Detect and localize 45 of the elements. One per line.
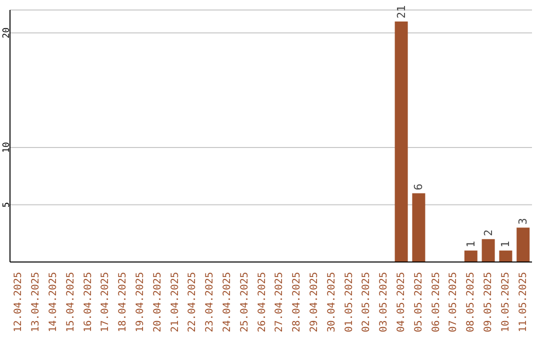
x-tick-label: 29.04.2025 [309, 272, 320, 332]
x-tick-label: 04.05.2025 [396, 272, 407, 332]
y-tick-label: 10 [2, 142, 12, 153]
y-tick-label: 5 [2, 202, 12, 208]
x-tick-label: 16.04.2025 [82, 272, 94, 332]
data-label: 2 [482, 229, 495, 236]
bar [394, 21, 408, 262]
x-tick-label: 11.05.2025 [518, 272, 529, 332]
x-tick-label: 30.04.2025 [326, 272, 338, 332]
x-tick-label: 13.04.2025 [30, 272, 42, 332]
x-tick-label: 10.05.2025 [500, 272, 512, 332]
x-tick-label: 07.05.2025 [448, 272, 460, 332]
bar [412, 193, 426, 262]
x-tick-label: 08.05.2025 [466, 272, 477, 332]
x-tick-label: 23.04.2025 [204, 272, 216, 332]
x-tick-label: 05.05.2025 [413, 272, 424, 332]
x-tick-label: 12.04.2025 [13, 272, 24, 332]
x-tick-label: 19.04.2025 [135, 272, 146, 332]
x-tick-label: 06.05.2025 [430, 272, 442, 332]
data-label: 1 [499, 240, 512, 248]
x-tick-label: 24.04.2025 [222, 272, 233, 332]
x-tick-label: 14.04.2025 [48, 272, 59, 332]
x-tick-label: 28.04.2025 [292, 272, 303, 332]
bar [516, 228, 530, 262]
x-tick-label: 27.04.2025 [274, 272, 286, 332]
data-label: 1 [464, 240, 478, 248]
data-label: 6 [412, 184, 426, 190]
x-tick-label: 21.04.2025 [170, 272, 181, 332]
y-tick-label: 20 [2, 27, 12, 38]
x-tick-label: 18.04.2025 [118, 272, 129, 332]
bar [464, 250, 478, 262]
x-tick-label: 25.04.2025 [239, 272, 250, 332]
x-tick-label: 22.04.2025 [187, 272, 198, 332]
bar [482, 239, 495, 262]
x-tick-label: 17.04.2025 [100, 272, 112, 332]
x-tick-label: 01.05.2025 [344, 272, 355, 332]
x-tick-label: 03.05.2025 [378, 272, 390, 332]
x-tick-label: 26.04.2025 [256, 272, 268, 332]
x-tick-label: 02.05.2025 [361, 272, 372, 332]
x-tick-label: 15.04.2025 [65, 272, 76, 332]
data-label: 3 [516, 218, 530, 225]
x-tick-label: 09.05.2025 [483, 272, 494, 332]
data-label: 21 [394, 5, 408, 18]
x-tick-label: 20.04.2025 [152, 272, 164, 332]
bar [499, 250, 512, 262]
